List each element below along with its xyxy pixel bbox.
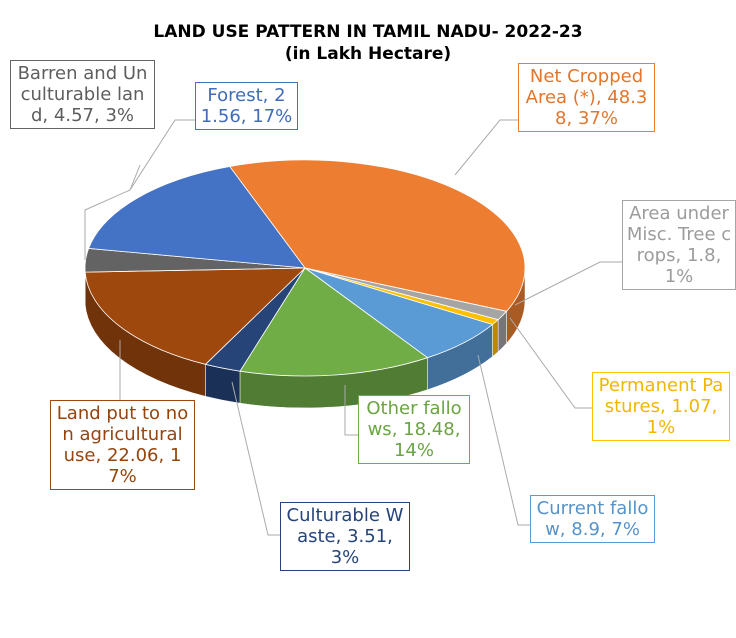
data-label: Land put to non agricultural use 22.06 1…: [50, 400, 195, 490]
leader-line: [344, 385, 358, 436]
pie-slice: [84, 267, 307, 365]
leader-line: [231, 381, 280, 536]
label-part: Area under Misc. Tree crops: [627, 203, 731, 266]
label-part: 14%: [393, 440, 434, 461]
data-label: Area under Misc. Tree crops 1.8 1%: [622, 200, 736, 290]
chart-subtitle: (in Lakh Hectare): [284, 44, 452, 64]
label-part: 22.06: [107, 445, 164, 466]
data-label: Net Cropped Area (*) 48.38 37%: [518, 63, 655, 132]
data-label: Culturable Waste 3.51 3%: [280, 502, 410, 571]
data-label: Forest 21.56 17%: [195, 82, 298, 130]
label-part: Barren and Unculturable land: [18, 63, 148, 126]
label-part: 1%: [664, 266, 694, 287]
label-part: 18.48: [403, 419, 460, 440]
leader-line: [514, 261, 622, 306]
label-part: 4.57: [54, 105, 100, 126]
data-label: Other fallows 18.48 14%: [358, 395, 470, 464]
pie-slice: [88, 166, 306, 269]
leader-line: [454, 119, 518, 176]
leader-line: [509, 317, 592, 409]
data-label: Barren and Unculturable land 4.57 3%: [10, 60, 155, 129]
pie-slice: [239, 267, 429, 377]
pie-slice: [229, 159, 526, 312]
leader-lines: [84, 119, 622, 536]
leader-line: [477, 354, 530, 526]
label-part: 17%: [252, 106, 293, 127]
label-part: 3.51: [347, 526, 393, 547]
label-part: 1.8: [687, 245, 721, 266]
pie-tops: [84, 159, 526, 377]
label-part: 17%: [108, 445, 182, 487]
leader-line: [129, 119, 195, 191]
data-label: Current fallow 8.9 7%: [530, 495, 655, 543]
chart-title: LAND USE PATTERN IN TAMIL NADU- 2022-23: [153, 22, 583, 42]
label-part: 1.07: [671, 396, 717, 417]
label-part: 7%: [611, 519, 640, 540]
label-part: 8.9: [571, 519, 605, 540]
label-part: 3%: [330, 547, 360, 568]
label-part: 1%: [646, 417, 676, 438]
leader-line: [129, 164, 141, 191]
label-part: Forest: [207, 85, 268, 106]
leader-line: [84, 189, 131, 260]
data-label: Permanent Pastures 1.07 1%: [592, 372, 730, 441]
label-part: 3%: [105, 105, 134, 126]
slice-side: [492, 319, 499, 358]
label-part: 37%: [577, 108, 618, 129]
